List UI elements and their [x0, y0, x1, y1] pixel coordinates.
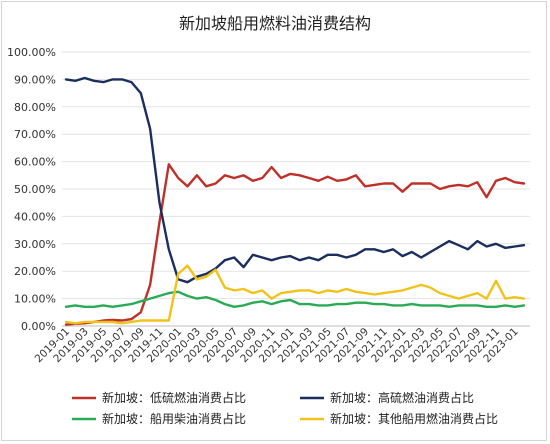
legend-label: 新加坡：其他船用燃油消费占比 — [330, 411, 498, 426]
y-tick-label: 50.00% — [14, 183, 56, 196]
series-line-2 — [64, 76, 526, 284]
y-tick-label: 40.00% — [14, 210, 56, 223]
y-tick-label: 100.00% — [7, 46, 56, 59]
legend-label: 新加坡：低硫燃油消费占比 — [102, 390, 246, 405]
y-axis-ticks: 0.00% 10.00% 20.00% 30.00% 40.00% 50.00% 60.00… — [7, 46, 56, 333]
series-line-4 — [64, 264, 526, 325]
x-axis-ticks: 2019-012019-032019-052019-072019-092019-… — [33, 326, 521, 366]
y-tick-label: 90.00% — [14, 73, 56, 86]
series-lines — [64, 76, 526, 326]
y-tick-label: 0.00% — [21, 320, 56, 333]
y-tick-label: 20.00% — [14, 265, 56, 278]
legend-label: 新加坡：船用柴油消费占比 — [102, 411, 246, 426]
y-tick-label: 10.00% — [14, 293, 56, 306]
chart-title: 新加坡船用燃料油消费结构 — [179, 14, 371, 33]
series-line-3 — [64, 290, 526, 308]
grid-lines — [62, 51, 530, 300]
y-tick-label: 30.00% — [14, 238, 56, 251]
y-tick-label: 60.00% — [14, 156, 56, 169]
y-tick-label: 70.00% — [14, 128, 56, 141]
series-line-1 — [64, 163, 526, 326]
y-tick-label: 80.00% — [14, 101, 56, 114]
legend-label: 新加坡：高硫燃油消费占比 — [330, 390, 474, 405]
